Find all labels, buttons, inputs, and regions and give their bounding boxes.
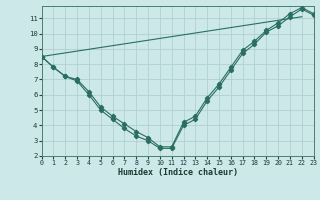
X-axis label: Humidex (Indice chaleur): Humidex (Indice chaleur) [118, 168, 237, 177]
